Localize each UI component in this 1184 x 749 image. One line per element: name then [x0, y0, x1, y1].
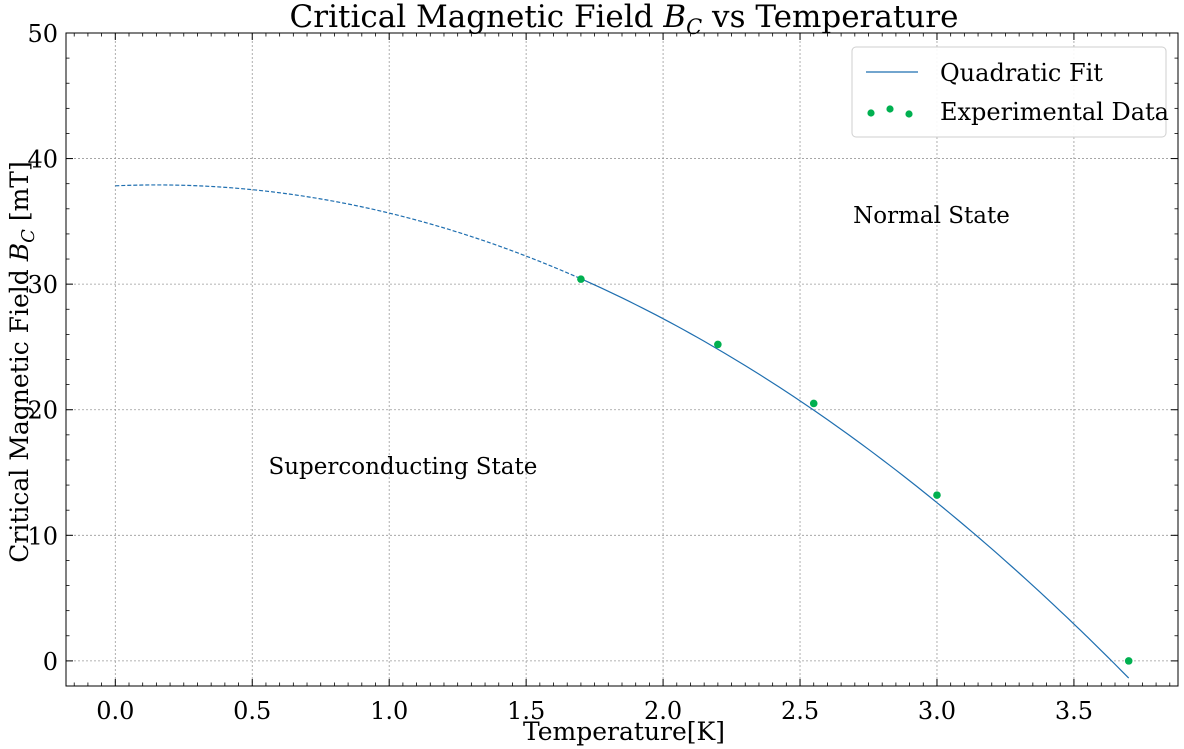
y-tick-labels: 0 10 20 30 40 50 [27, 20, 58, 676]
tick-marks [66, 32, 1178, 686]
x-tick-label: 0.0 [96, 697, 134, 725]
y-tick-label: 50 [27, 20, 58, 48]
annotation-label: Normal State [853, 203, 1010, 229]
x-tick-label: 2.0 [644, 697, 682, 725]
x-tick-label: 1.5 [507, 697, 545, 725]
y-axis-label-subscript: C [18, 229, 39, 243]
chart-title-subscript: C [686, 15, 702, 39]
y-axis-label-symbol: B [5, 243, 34, 262]
legend-box [851, 46, 1167, 138]
x-tick-label: 3.0 [918, 697, 956, 725]
x-tick-label: 1.0 [370, 697, 408, 725]
y-axis-label-prefix: Critical Magnetic Field [5, 261, 34, 562]
legend-data-dot-1 [867, 109, 875, 117]
plot-area: 0.0 0.5 1.0 1.5 2.0 2.5 3.0 3.5 0 10 20 30 40 50 Nor… [27, 20, 1179, 725]
legend-data-dot-3 [905, 110, 913, 118]
chart-title-prefix: Critical Magnetic Field [290, 0, 664, 35]
annotations: Normal State Superconducting State [268, 203, 1009, 480]
fit-layer [115, 184, 1130, 679]
chart-title: Critical Magnetic Field BC vs Temperatur… [290, 0, 959, 39]
chart-title-suffix: vs Temperature [702, 0, 958, 35]
fit-curve [580, 278, 1130, 679]
legend: Quadratic Fit Experimental Data [851, 46, 1169, 138]
x-tick-label: 3.5 [1055, 697, 1093, 725]
data-point [714, 340, 722, 349]
data-points-layer [577, 275, 1133, 665]
y-tick-label: 30 [27, 271, 58, 299]
legend-fit-label: Quadratic Fit [940, 59, 1103, 87]
annotation-label: Superconducting State [268, 454, 537, 480]
y-tick-label: 20 [27, 397, 58, 425]
data-point [809, 399, 818, 408]
x-tick-label: 2.5 [781, 697, 819, 725]
fit-curve-extrapolated [115, 184, 582, 280]
y-tick-label: 40 [27, 146, 58, 174]
data-point [933, 491, 941, 499]
x-tick-labels: 0.0 0.5 1.0 1.5 2.0 2.5 3.0 3.5 [96, 697, 1093, 725]
legend-data-label: Experimental Data [940, 98, 1169, 126]
x-axis-label: Temperature[K] [523, 717, 725, 746]
y-axis-label: Critical Magnetic Field BC [mT] [5, 161, 39, 562]
y-tick-label: 10 [27, 522, 58, 550]
y-tick-label: 0 [43, 648, 58, 676]
x-tick-label: 0.5 [233, 697, 271, 725]
y-axis-label-unit: [mT] [5, 161, 34, 229]
legend-data-dot-2 [886, 105, 894, 113]
chart-title-symbol: B [662, 0, 686, 35]
data-point [1124, 657, 1133, 665]
data-point [577, 275, 585, 283]
